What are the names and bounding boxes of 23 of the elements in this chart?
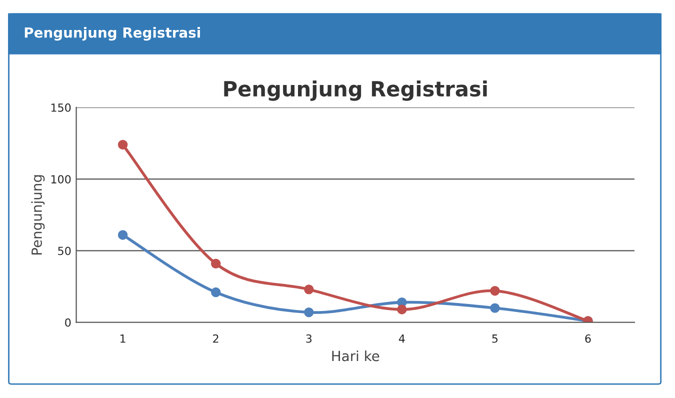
x-tick-label: 6 [585, 334, 591, 343]
point [118, 140, 128, 150]
point [304, 284, 314, 294]
x-tick-label: 5 [492, 334, 498, 343]
point [210, 287, 221, 298]
point [397, 304, 407, 314]
y-tick-label: 0 [65, 318, 71, 327]
point [304, 307, 314, 318]
point [210, 258, 221, 268]
y-tick-label: 100 [51, 175, 71, 184]
point [490, 286, 500, 296]
x-tick-label: 4 [398, 334, 405, 343]
y-tick-label: 150 [51, 103, 71, 112]
x-tick-label: 2 [213, 334, 218, 343]
x-tick-label: 3 [306, 334, 312, 343]
text: Pengunjung Registrasi [24, 27, 200, 41]
x-axis-title: Hari ke [332, 350, 380, 362]
chart-title: Pengunjung Registrasi [224, 80, 487, 101]
point [118, 230, 128, 240]
x-tick-label: 1 [120, 334, 126, 343]
y-tick-label: 50 [58, 246, 71, 256]
point [490, 303, 500, 313]
y-axis-title: Pengunjung [31, 175, 45, 255]
